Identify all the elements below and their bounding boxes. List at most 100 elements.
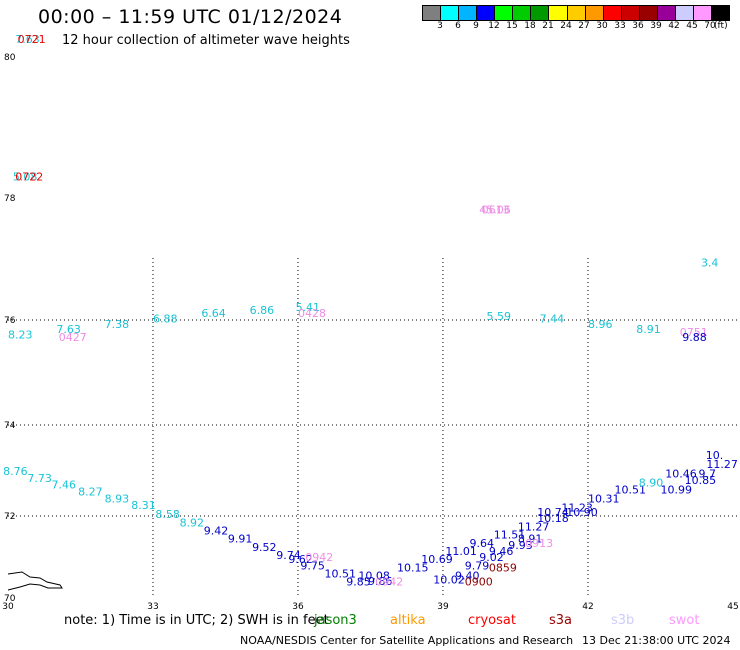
pass-time-label: 0942: [375, 576, 403, 589]
colorbar-label: 45: [686, 21, 698, 31]
wave-height-value: 8.90: [639, 476, 664, 489]
wave-height-value: 10.51: [325, 568, 357, 581]
colorbar-swatch: [693, 6, 712, 20]
x-tick-label: 45: [727, 602, 738, 612]
wave-height-value: 7.46: [51, 479, 76, 492]
wave-height-value: 9.64: [470, 537, 495, 550]
wave-height-value: 9.88: [682, 331, 707, 344]
colorbar-swatch: [639, 6, 658, 20]
y-tick-label: 74: [4, 421, 16, 431]
wave-height-value: 7.63: [56, 323, 81, 336]
map-subtitle: 12 hour collection of altimeter wave hei…: [62, 33, 350, 48]
colorbar-swatch: [585, 6, 604, 20]
colorbar-swatch: [675, 6, 694, 20]
wave-height-value: 8.93: [105, 492, 130, 505]
pass-time-label: 0913: [525, 537, 553, 550]
wave-height-value: 9.74: [276, 549, 301, 562]
colorbar-label: 39: [650, 21, 662, 31]
wave-height-value: 10.02: [433, 574, 465, 587]
colorbar-label: 36: [632, 21, 644, 31]
wave-height-value: 11.27: [706, 458, 738, 471]
colorbar-label: 42: [668, 21, 680, 31]
colorbar-label: 18: [524, 21, 536, 31]
colorbar-swatch: [621, 6, 640, 20]
generated-timestamp: 13 Dec 21:38:00 UTC 2024: [582, 634, 731, 647]
y-tick-label: 76: [4, 316, 16, 326]
wave-height-value: 9.86: [368, 575, 393, 588]
wave-height-colorbar: [422, 5, 730, 21]
axis-ticks: 30 33 36 39 42 45 70 72 74 76 78 80: [2, 53, 738, 612]
y-tick-label: 70: [4, 594, 16, 604]
colorbar-label: 6: [455, 21, 461, 31]
wave-height-value: 9.79: [465, 559, 490, 572]
wave-height-value: 10.08: [358, 570, 390, 583]
wave-height-value: 9.75: [300, 559, 325, 572]
colorbar-swatch: [567, 6, 586, 20]
colorbar-label: (ft): [714, 21, 728, 31]
colorbar-label: 30: [596, 21, 608, 31]
wave-height-value: 10.31: [588, 492, 620, 505]
wave-height-value: 7.73: [27, 472, 52, 485]
wave-height-value: 10.74: [537, 506, 569, 519]
legend-s3a: s3a: [549, 613, 573, 628]
wave-height-value: 8.31: [131, 499, 156, 512]
pass-time-label: 0900: [465, 576, 493, 589]
wave-height-value: 5.59: [486, 310, 511, 323]
colorbar-swatch: [477, 6, 496, 20]
wave-height-value: 7.63: [15, 33, 40, 46]
wave-height-value: 8.92: [180, 516, 205, 529]
colorbar-label: 21: [542, 21, 554, 31]
colorbar-label: 70: [704, 21, 716, 31]
wave-height-value: 10.15: [397, 561, 429, 574]
x-tick-label: 39: [437, 602, 449, 612]
wave-height-value: 6.86: [250, 304, 275, 317]
credit-line: NOAA/NESDIS Center for Satellite Applica…: [240, 634, 574, 647]
pass-time-label: 0721: [18, 33, 46, 46]
pass-time-label: 0427: [59, 331, 87, 344]
pass-time-label: 0942: [305, 551, 333, 564]
wave-height-value: 8.96: [588, 318, 613, 331]
wave-height-value: 8.76: [3, 465, 28, 478]
wave-height-value: 9.46: [489, 545, 514, 558]
coastline: [7, 571, 63, 591]
colorbar-label: 12: [488, 21, 500, 31]
lat-lon-grid: [8, 258, 738, 598]
wave-height-value: 10.: [706, 449, 724, 462]
wave-height-value: 8.27: [78, 486, 103, 499]
wave-height-value: 11.01: [445, 545, 477, 558]
y-tick-label: 72: [4, 512, 15, 522]
x-tick-label: 33: [147, 602, 158, 612]
colorbar-label: 9: [473, 21, 479, 31]
wave-height-value: 5.41: [296, 301, 321, 314]
x-tick-label: 36: [292, 602, 304, 612]
wave-height-value: 10.46: [665, 467, 697, 480]
pass-time-label: 0722: [15, 170, 43, 183]
wave-height-value: 11.27: [518, 520, 550, 533]
colorbar-swatch: [423, 6, 442, 20]
wave-height-value: 9.7: [699, 467, 717, 480]
colorbar-label: 33: [614, 21, 626, 31]
colorbar-swatch: [459, 6, 478, 20]
wave-height-value: 10.85: [685, 474, 717, 487]
wave-height-value: 11.23: [561, 501, 593, 514]
colorbar-swatch: [495, 6, 514, 20]
colorbar-label: 27: [578, 21, 590, 31]
x-tick-label: 30: [2, 602, 14, 612]
wave-height-value: 8.23: [8, 328, 33, 341]
wave-height-value: 10.69: [421, 553, 453, 566]
wave-height-value: 9.93: [508, 539, 533, 552]
wave-height-value: 8.58: [155, 508, 180, 521]
wave-height-value: 3.4: [701, 256, 719, 269]
colorbar-swatch: [657, 6, 676, 20]
wave-height-value: 5.08: [13, 170, 38, 183]
colorbar-label: 15: [506, 21, 518, 31]
colorbar-labels: 3 6 9 12 15 18 21 24 27 30 33 36 39 42 45 70 (ft): [422, 21, 732, 33]
map-title: 00:00 – 11:59 UTC 01/12/2024: [38, 6, 343, 28]
x-tick-label: 42: [582, 602, 593, 612]
colorbar-label: 3: [437, 21, 443, 31]
pass-time-label: 0859: [489, 561, 517, 574]
legend-jason3: jason3: [314, 613, 357, 628]
colorbar-swatch: [549, 6, 568, 20]
wave-height-value: 9.85: [346, 576, 371, 589]
